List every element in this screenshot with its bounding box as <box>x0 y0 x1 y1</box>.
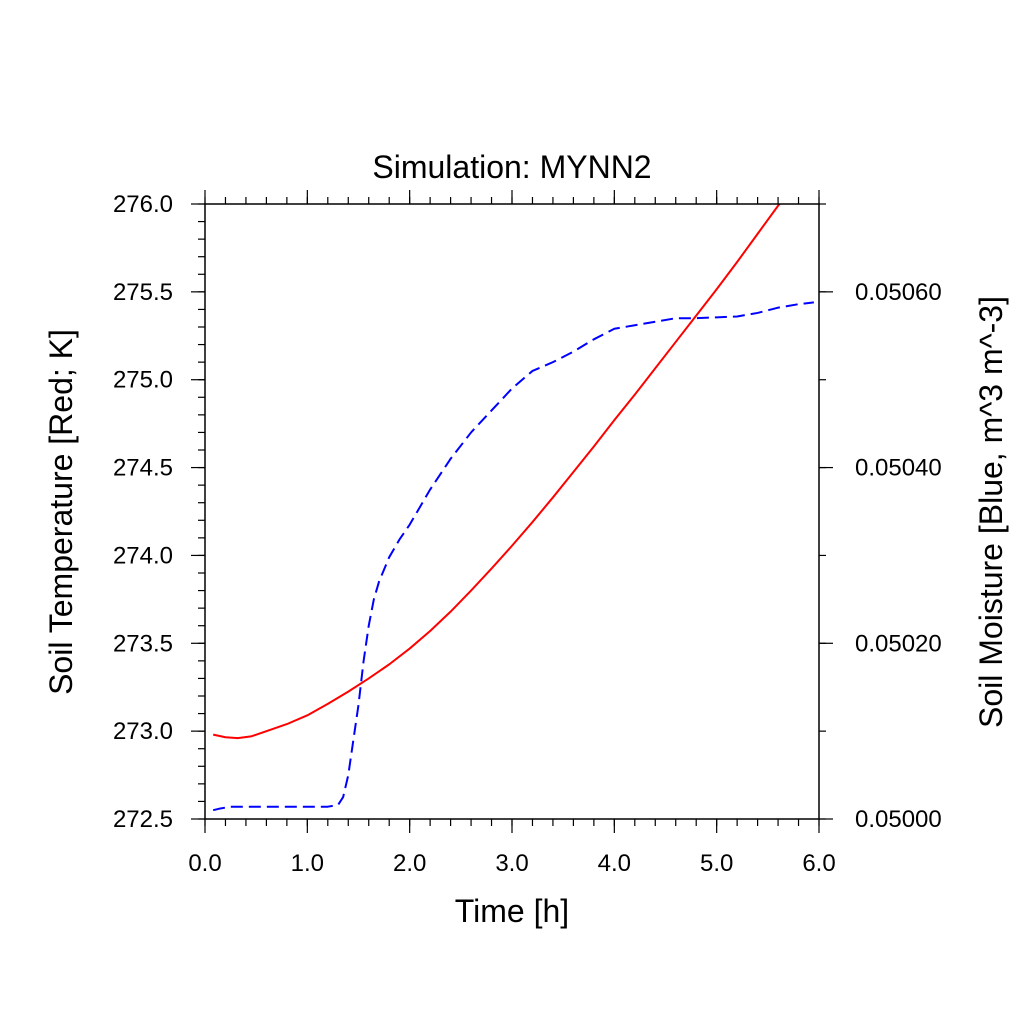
x-tick-label: 2.0 <box>393 850 426 877</box>
y-right-tick-label: 0.05020 <box>855 630 942 657</box>
soil-moisture-line <box>212 301 814 812</box>
y-left-tick-label: 274.0 <box>113 542 173 569</box>
y-right-tick-label: 0.05040 <box>855 455 942 482</box>
y-axis-right: 0.05000 0.05020 0.05040 0.05060 <box>819 203 942 833</box>
y-left-tick-label: 275.0 <box>113 367 173 394</box>
y-left-tick-label: 276.0 <box>113 191 173 218</box>
x-tick-label: 0.0 <box>188 850 221 877</box>
y-right-tick-label: 0.05060 <box>855 279 942 306</box>
x-tick-label: 4.0 <box>598 850 631 877</box>
y-axis-left: 272.5 273.0 273.5 274.0 274.5 275.0 275.5 276.0 <box>113 191 205 833</box>
plot-area <box>212 204 814 812</box>
y-axis-left-label: Soil Temperature [Red; K] <box>43 329 79 695</box>
y-axis-right-label: Soil Moisture [Blue, m^3 m^-3] <box>973 296 1009 728</box>
y-left-tick-label: 273.0 <box>113 718 173 745</box>
x-tick-label: 3.0 <box>495 850 528 877</box>
soil-temperature-line <box>212 204 781 740</box>
y-right-tick-label: 0.05000 <box>855 806 942 833</box>
x-tick-label: 5.0 <box>700 850 733 877</box>
x-tick-label: 1.0 <box>291 850 324 877</box>
y-left-tick-label: 272.5 <box>113 806 173 833</box>
chart-title: Simulation: MYNN2 <box>372 149 651 185</box>
plot-frame <box>204 203 820 820</box>
x-tick-label: 6.0 <box>802 850 835 877</box>
x-axis-label: Time [h] <box>455 893 569 929</box>
y-left-tick-label: 273.5 <box>113 630 173 657</box>
y-left-tick-label: 275.5 <box>113 279 173 306</box>
y-left-tick-label: 274.5 <box>113 455 173 482</box>
x-axis: 0.0 1.0 2.0 3.0 4.0 5.0 6.0 <box>188 190 836 877</box>
